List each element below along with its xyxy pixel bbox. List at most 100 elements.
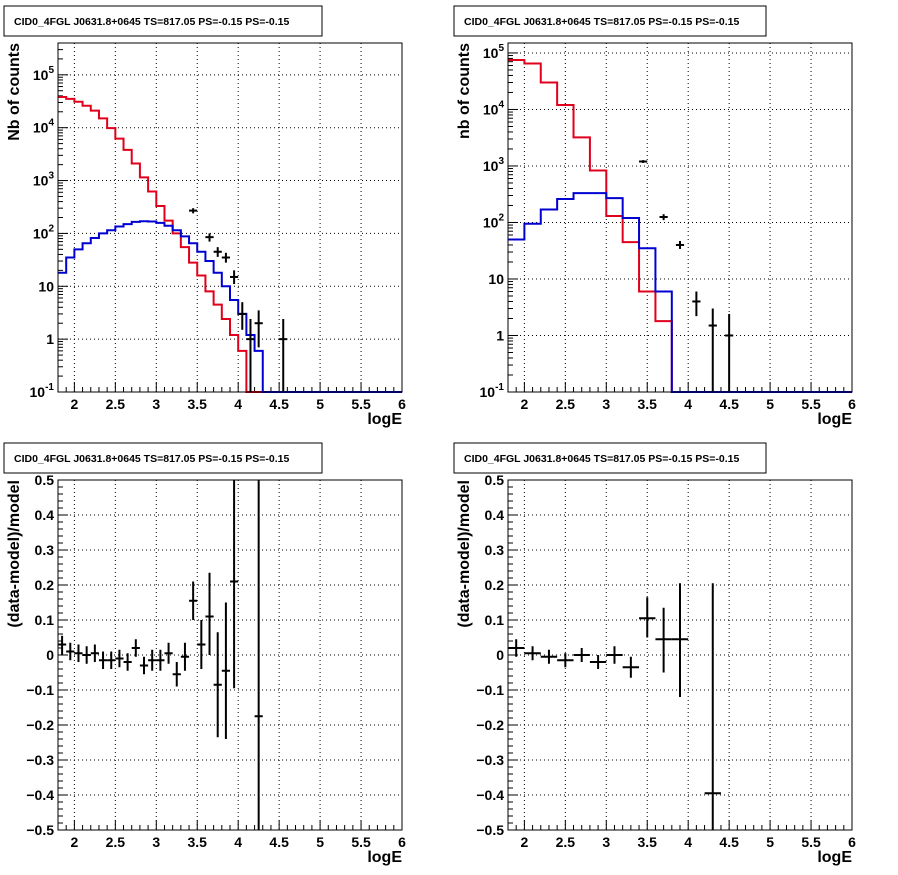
data-point: [197, 620, 206, 669]
x-tick-label: 5.5: [351, 396, 371, 412]
y-axis-label: Nb of counts: [6, 43, 23, 141]
data-point: [180, 642, 190, 671]
data-point: [540, 649, 558, 664]
data-point: [221, 602, 230, 739]
x-tick-label: 4.5: [269, 834, 289, 850]
x-axis-label: logE: [817, 849, 852, 866]
y-tick-label: 0.4: [485, 507, 505, 523]
y-tick-label: −0.4: [26, 787, 54, 803]
x-tick-label: 5: [316, 834, 324, 850]
data-point: [172, 662, 181, 687]
x-tick-label: 4: [684, 396, 692, 412]
title-box: [3, 5, 323, 37]
y-tick-label: 102: [483, 212, 505, 230]
x-tick-label: 3: [602, 834, 610, 850]
data-point: [139, 656, 149, 675]
x-axis-label: logE: [367, 849, 402, 866]
x-tick-label: 6: [848, 834, 856, 850]
histogram-series: [58, 220, 402, 393]
y-tick-label: 10-1: [30, 382, 55, 400]
x-tick-label: 2.5: [106, 396, 126, 412]
plot-frame: [507, 42, 853, 393]
data-point: [573, 648, 590, 662]
data-point: [58, 635, 67, 655]
y-tick-label: 0: [496, 647, 504, 663]
y-tick-label: 0: [46, 647, 54, 663]
y-tick-label: 10: [38, 278, 54, 294]
histogram-series: [58, 96, 402, 393]
data-point: [675, 241, 685, 249]
y-tick-label: 10: [488, 271, 504, 287]
data-point: [189, 581, 198, 620]
residual-panel-left: CID0_4FGL J0631.8+0645 TS=817.05 PS=-0.1…: [3, 442, 406, 866]
data-point: [98, 651, 108, 669]
x-tick-label: 5.5: [801, 396, 821, 412]
data-point: [107, 651, 116, 669]
chart-title: CID0_4FGL J0631.8+0645 TS=817.05 PS=-0.1…: [14, 16, 289, 28]
data-point: [589, 655, 607, 669]
x-tick-label: 2.5: [556, 396, 576, 412]
data-point: [230, 480, 239, 689]
x-tick-label: 4.5: [269, 396, 289, 412]
data-point: [622, 656, 640, 678]
data-point: [74, 644, 83, 662]
counts-panel-left: CID0_4FGL J0631.8+0645 TS=817.05 PS=-0.1…: [3, 5, 406, 428]
x-tick-label: 3: [602, 396, 610, 412]
y-tick-label: −0.2: [476, 717, 504, 733]
data-point: [82, 646, 91, 664]
data-point: [213, 632, 222, 738]
data-point: [524, 646, 541, 661]
data-point: [254, 310, 263, 348]
x-tick-label: 3.5: [638, 396, 658, 412]
y-axis-label: (data-model)/model: [6, 480, 23, 628]
y-tick-label: 0.2: [35, 577, 55, 593]
y-tick-label: 104: [33, 118, 55, 136]
y-tick-label: −0.4: [476, 787, 504, 803]
data-point: [508, 639, 525, 657]
x-tick-label: 3: [152, 834, 160, 850]
y-tick-label: 105: [33, 65, 55, 83]
chart-title: CID0_4FGL J0631.8+0645 TS=817.05 PS=-0.1…: [14, 453, 289, 465]
x-tick-label: 4: [234, 396, 242, 412]
data-point: [639, 597, 656, 638]
x-tick-label: 4: [684, 834, 692, 850]
title-box: [453, 442, 767, 474]
plot-frame: [57, 42, 403, 393]
x-tick-label: 2: [520, 834, 528, 850]
y-tick-label: −0.3: [26, 752, 54, 768]
residual-panel-right: CID0_4FGL J0631.8+0645 TS=817.05 PS=-0.1…: [453, 442, 856, 866]
data-point: [213, 247, 222, 257]
y-tick-label: −0.1: [476, 682, 504, 698]
y-tick-label: 0.3: [35, 542, 55, 558]
chart-title: CID0_4FGL J0631.8+0645 TS=817.05 PS=-0.1…: [464, 16, 739, 28]
data-point: [90, 644, 99, 662]
data-point: [704, 583, 721, 830]
y-tick-label: −0.5: [26, 822, 54, 838]
x-tick-label: 2.5: [106, 834, 126, 850]
x-tick-label: 2.5: [556, 834, 576, 850]
x-tick-label: 4: [234, 834, 242, 850]
y-tick-label: −0.5: [476, 822, 504, 838]
data-point: [708, 308, 717, 392]
y-tick-label: 0.2: [485, 577, 505, 593]
x-tick-label: 3.5: [638, 834, 658, 850]
y-tick-label: 0.5: [35, 472, 55, 488]
data-point: [557, 653, 574, 668]
data-point: [123, 653, 132, 671]
histogram-series: [508, 192, 852, 393]
y-tick-label: −0.3: [476, 752, 504, 768]
y-tick-label: 0.1: [485, 612, 505, 628]
y-tick-label: 1: [496, 327, 504, 343]
y-tick-label: 103: [483, 156, 505, 174]
data-point: [639, 160, 648, 163]
x-axis-label: logE: [367, 411, 402, 428]
data-point: [238, 302, 247, 330]
data-point: [230, 270, 239, 285]
x-tick-label: 3: [152, 396, 160, 412]
x-tick-label: 2: [70, 396, 78, 412]
data-point: [189, 208, 198, 214]
x-tick-label: 5: [766, 834, 774, 850]
x-axis-label: logE: [817, 411, 852, 428]
y-tick-label: 105: [483, 43, 505, 61]
x-tick-label: 5: [316, 396, 324, 412]
